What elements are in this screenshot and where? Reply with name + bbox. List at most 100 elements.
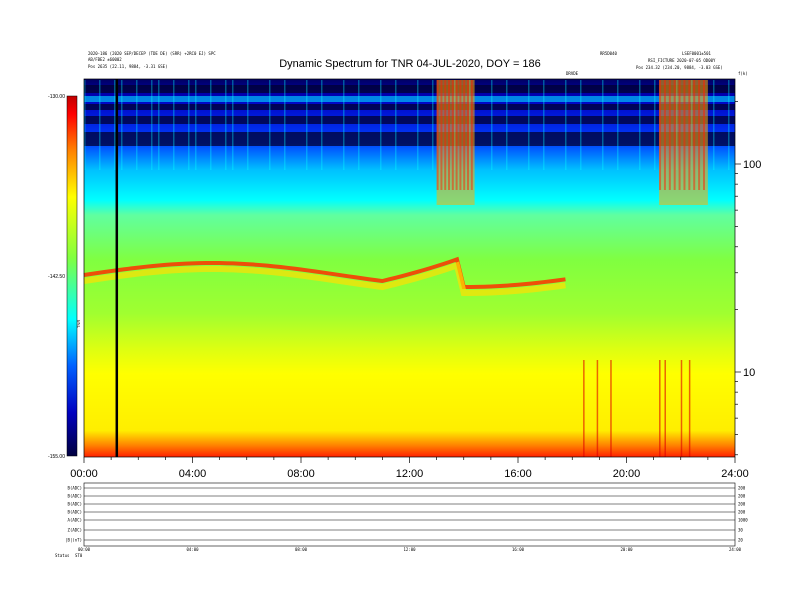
dark-band bbox=[84, 85, 735, 93]
colorbar-top-label: -130.00 bbox=[48, 94, 65, 100]
y-tick-label: 10 bbox=[743, 367, 755, 379]
vertical-streak bbox=[728, 80, 730, 170]
low-frequency-spike bbox=[664, 360, 666, 457]
lower-panel: B(ADC) 200 B(ADC) 200 B(ADC) 200 B(ADC) 200 A(AD… bbox=[65, 482, 748, 552]
vertical-streak bbox=[506, 80, 508, 170]
low-frequency-spike bbox=[680, 360, 683, 457]
header-left-line2: AB/FBE2 ±60002 bbox=[88, 57, 122, 62]
spectrogram-plot bbox=[83, 78, 736, 458]
header-mid-label: DRVDE bbox=[566, 71, 579, 76]
vertical-streak bbox=[114, 80, 116, 170]
low-frequency-spike bbox=[610, 360, 612, 457]
vertical-streak bbox=[617, 80, 619, 170]
lower-row-scale: 200 bbox=[738, 510, 746, 515]
dark-band bbox=[84, 116, 735, 124]
burst-streak bbox=[698, 80, 701, 190]
vertical-streak bbox=[417, 80, 419, 170]
x-tick-label: 20:00 bbox=[613, 468, 641, 480]
burst-streak bbox=[678, 80, 681, 190]
burst-streak bbox=[467, 80, 470, 190]
lower-x-tick-label: 04:00 bbox=[186, 547, 199, 552]
vertical-streak bbox=[210, 80, 212, 170]
vertical-streak bbox=[269, 80, 271, 170]
y-tick-label: 100 bbox=[743, 159, 761, 171]
vertical-streak bbox=[528, 80, 530, 170]
vertical-streak bbox=[188, 80, 190, 170]
lower-x-tick-label: 24:00 bbox=[729, 547, 742, 552]
vertical-streak bbox=[580, 80, 582, 170]
burst-streak bbox=[448, 80, 451, 190]
chart-title: Dynamic Spectrum for TNR 04-JUL-2020, DO… bbox=[279, 58, 541, 70]
data-gap-line bbox=[115, 79, 119, 457]
lower-panel-rows: B(ADC) 200 B(ADC) 200 B(ADC) 200 B(ADC) 200 A(AD… bbox=[65, 486, 748, 543]
lower-x-tick-label: 00:00 bbox=[78, 547, 91, 552]
burst-streak bbox=[683, 80, 686, 190]
cyan-band bbox=[84, 96, 735, 102]
x-tick-label: 00:00 bbox=[70, 468, 98, 480]
colorbar-units: TNR bbox=[76, 320, 81, 328]
vertical-streak bbox=[321, 80, 323, 170]
dark-band bbox=[84, 104, 735, 110]
header-right-line0: RR5D040 bbox=[600, 51, 617, 56]
vertical-streak bbox=[84, 80, 86, 170]
burst-streak bbox=[436, 80, 439, 190]
burst-streak bbox=[455, 80, 458, 190]
vertical-streak bbox=[491, 80, 493, 170]
vertical-streak bbox=[151, 80, 153, 170]
vertical-streak bbox=[654, 80, 656, 170]
burst-streak bbox=[702, 80, 705, 190]
burst-streak bbox=[663, 80, 666, 190]
lower-row-scale: 200 bbox=[738, 494, 746, 499]
spectrogram-detail bbox=[83, 79, 735, 457]
x-tick-label: 16:00 bbox=[504, 468, 532, 480]
status-label: Status bbox=[55, 553, 70, 558]
x-tick-label: 12:00 bbox=[396, 468, 424, 480]
vertical-streak bbox=[284, 80, 286, 170]
header-corner-label: f(k) bbox=[738, 71, 748, 76]
x-tick-label: 04:00 bbox=[179, 468, 207, 480]
vertical-streak bbox=[232, 80, 234, 170]
lower-x-tick-label: 08:00 bbox=[295, 547, 308, 552]
dark-band bbox=[84, 132, 735, 146]
lower-row-label: Z(ADC) bbox=[68, 528, 82, 533]
lower-x-tick-label: 16:00 bbox=[512, 547, 525, 552]
plasma-line-halo bbox=[83, 261, 566, 296]
vertical-streak bbox=[306, 80, 308, 170]
burst-streak bbox=[693, 80, 696, 190]
low-frequency-spike bbox=[583, 360, 585, 457]
lower-x-tick-label: 12:00 bbox=[403, 547, 416, 552]
colorbar-mid-label: -142.50 bbox=[48, 274, 65, 280]
colorbar bbox=[66, 95, 78, 457]
x-tick-label: 24:00 bbox=[721, 468, 749, 480]
lower-x-tick-label: 20:00 bbox=[620, 547, 633, 552]
burst-streak bbox=[440, 80, 443, 190]
header-right-line1: LSEF0001±501 bbox=[682, 51, 711, 56]
header-left-line3: Pos 2635 (22.11, 9884, -3.31 GSE) bbox=[88, 64, 168, 69]
vertical-streak bbox=[713, 80, 715, 170]
vertical-streak bbox=[380, 80, 382, 170]
lower-row-label: |B|(nT) bbox=[65, 538, 82, 543]
lower-row-scale: 20 bbox=[738, 538, 743, 543]
vertical-streak bbox=[358, 80, 360, 170]
lower-row-scale: 200 bbox=[738, 486, 746, 491]
lower-row-label: B(ADC) bbox=[68, 510, 82, 515]
vertical-streak bbox=[121, 80, 123, 170]
plasma-line-trace bbox=[83, 256, 566, 289]
lower-row-label: B(ADC) bbox=[68, 486, 82, 491]
burst-streak bbox=[444, 80, 447, 190]
lower-row-scale: 1000 bbox=[738, 518, 748, 523]
lower-row-label: B(ADC) bbox=[68, 502, 82, 507]
low-frequency-spike bbox=[659, 360, 661, 457]
vertical-streak bbox=[602, 80, 604, 170]
vertical-streak bbox=[565, 80, 567, 170]
colorbar-bottom-label: -155.00 bbox=[48, 454, 65, 460]
vertical-streak bbox=[543, 80, 545, 170]
vertical-streak bbox=[432, 80, 434, 170]
burst-streak bbox=[688, 80, 691, 190]
vertical-streak bbox=[247, 80, 249, 170]
y-axis-right: 100 10 bbox=[735, 101, 761, 456]
lower-row-label: A(ADC) bbox=[68, 518, 82, 523]
low-frequency-spike bbox=[596, 360, 599, 457]
vertical-streak bbox=[395, 80, 397, 170]
lower-row-label: B(ADC) bbox=[68, 494, 82, 499]
